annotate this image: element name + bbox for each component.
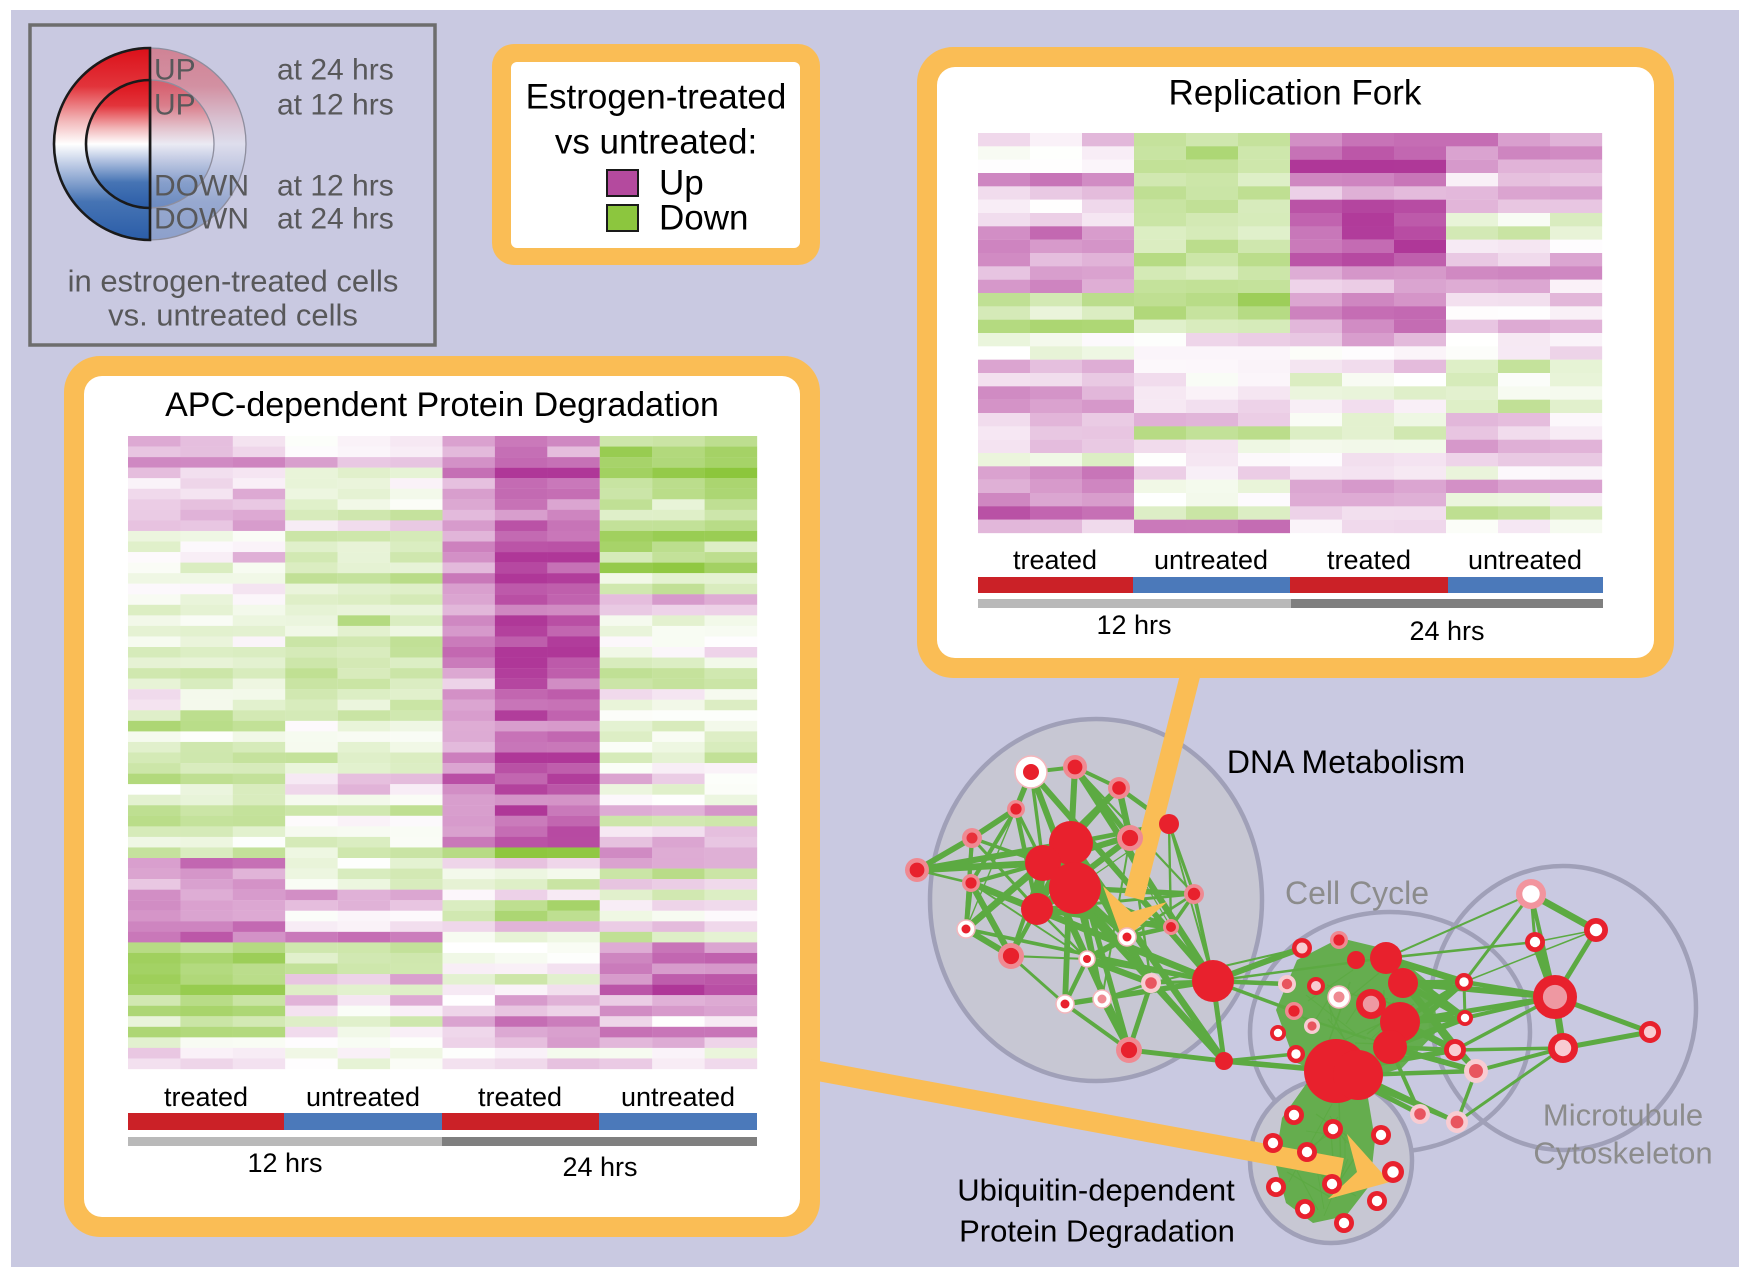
svg-text:treated: treated	[478, 1082, 562, 1112]
svg-text:untreated: untreated	[1154, 545, 1268, 575]
svg-text:Protein Degradation: Protein Degradation	[959, 1214, 1235, 1249]
svg-text:untreated: untreated	[306, 1082, 420, 1112]
svg-text:vs untreated:: vs untreated:	[555, 123, 757, 162]
svg-text:Cytoskeleton: Cytoskeleton	[1533, 1136, 1712, 1171]
svg-text:at 24 hrs: at 24 hrs	[277, 203, 394, 236]
svg-text:treated: treated	[1013, 545, 1097, 575]
svg-text:12 hrs: 12 hrs	[1096, 610, 1171, 640]
svg-text:UP: UP	[154, 54, 196, 87]
svg-text:Replication Fork: Replication Fork	[1169, 74, 1422, 113]
svg-text:Microtubule: Microtubule	[1543, 1098, 1703, 1133]
svg-text:UP: UP	[154, 89, 196, 122]
svg-text:Ubiquitin-dependent: Ubiquitin-dependent	[957, 1173, 1235, 1208]
svg-text:Up: Up	[659, 164, 704, 203]
svg-text:treated: treated	[164, 1082, 248, 1112]
svg-text:Estrogen-treated: Estrogen-treated	[526, 78, 787, 117]
svg-text:Down: Down	[659, 199, 748, 238]
svg-text:Cell Cycle: Cell Cycle	[1285, 875, 1429, 911]
svg-text:DOWN: DOWN	[154, 203, 249, 236]
svg-text:treated: treated	[1327, 545, 1411, 575]
svg-text:in estrogen-treated cells: in estrogen-treated cells	[68, 264, 399, 299]
svg-text:vs. untreated cells: vs. untreated cells	[108, 298, 358, 333]
svg-text:24 hrs: 24 hrs	[562, 1152, 637, 1182]
svg-text:untreated: untreated	[621, 1082, 735, 1112]
svg-text:at 12 hrs: at 12 hrs	[277, 170, 394, 203]
svg-text:at 24 hrs: at 24 hrs	[277, 54, 394, 87]
svg-text:24 hrs: 24 hrs	[1409, 616, 1484, 646]
svg-text:APC-dependent Protein Degradat: APC-dependent Protein Degradation	[165, 386, 719, 424]
svg-text:untreated: untreated	[1468, 545, 1582, 575]
svg-text:12 hrs: 12 hrs	[247, 1148, 322, 1178]
svg-text:at 12 hrs: at 12 hrs	[277, 89, 394, 122]
svg-text:DOWN: DOWN	[154, 170, 249, 203]
svg-text:DNA Metabolism: DNA Metabolism	[1227, 744, 1465, 780]
